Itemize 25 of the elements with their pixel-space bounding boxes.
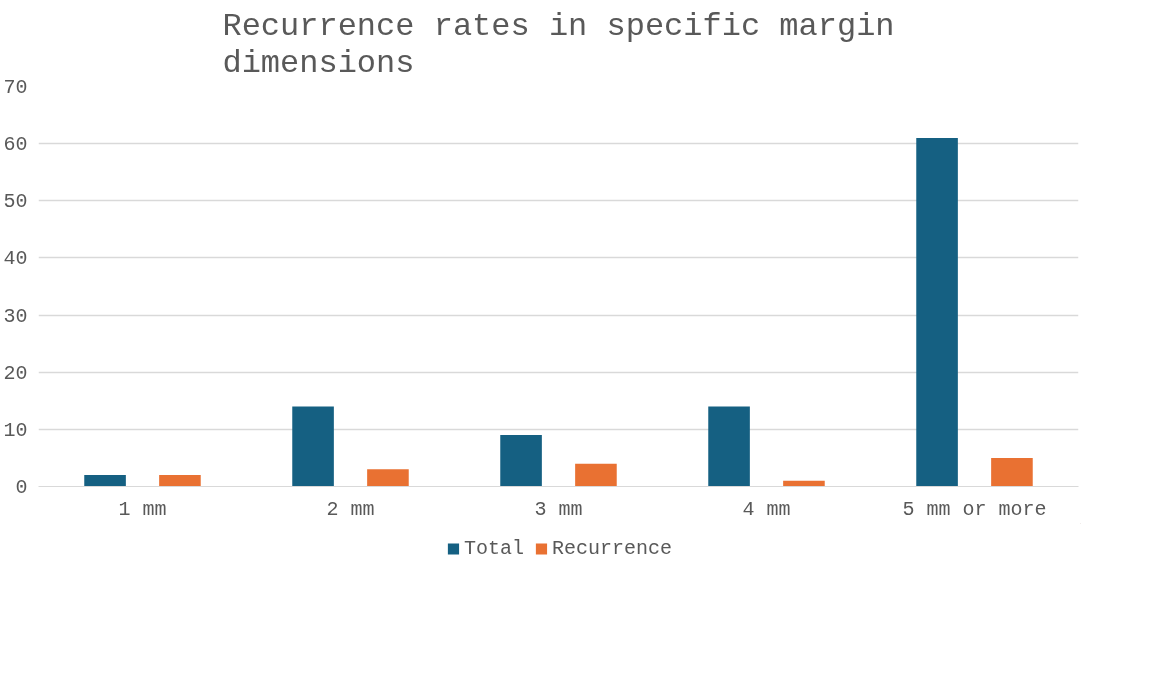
x-tick-label: 2 mm <box>326 497 375 521</box>
bar <box>500 435 542 487</box>
y-tick-label: 50 <box>3 190 28 214</box>
x-tick-label: 1 mm <box>118 497 167 521</box>
x-tick-label: 3 mm <box>534 497 583 521</box>
y-tick-label: 0 <box>15 476 28 499</box>
bar <box>367 469 409 487</box>
bar <box>159 475 201 487</box>
bar <box>84 475 126 487</box>
y-tick-label: 40 <box>3 247 28 271</box>
legend-label: Total <box>463 536 524 560</box>
y-tick-label: 60 <box>3 133 28 157</box>
bar <box>708 406 750 487</box>
bar <box>292 406 334 487</box>
bar <box>916 137 958 487</box>
y-tick-label: 70 <box>3 76 28 99</box>
y-tick-label: 10 <box>3 418 28 442</box>
y-tick-label: 30 <box>3 304 28 328</box>
y-tick-label: 20 <box>3 361 28 385</box>
x-tick-label: 5 mm or more <box>902 497 1047 521</box>
x-tick-label: 4 mm <box>742 497 791 521</box>
bar <box>991 457 1033 487</box>
chart-title: Recurrence rates in specific margin dimensions <box>222 7 895 82</box>
bar <box>575 463 617 487</box>
legend-label: Recurrence <box>551 536 673 560</box>
